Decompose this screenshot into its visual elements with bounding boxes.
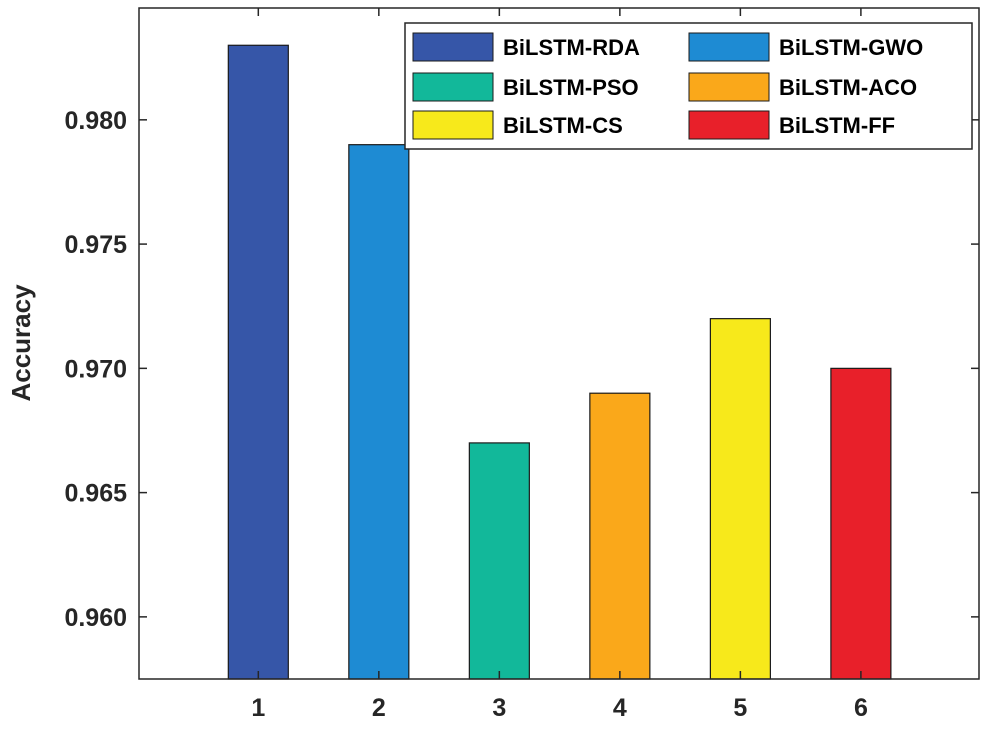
x-axis: 1 2 3 4 5 6 — [251, 8, 868, 722]
x-tick-label: 6 — [854, 694, 868, 722]
x-tick-label: 4 — [613, 694, 627, 722]
legend-label-bilstm-ff: BiLSTM-FF — [779, 113, 895, 138]
y-axis: 0.960 0.965 0.970 0.975 0.980 — [64, 107, 979, 632]
x-tick-label: 2 — [372, 694, 386, 722]
legend-swatch-bilstm-ff — [688, 110, 770, 140]
y-tick-label: 0.965 — [64, 480, 127, 508]
x-tick-label: 5 — [733, 694, 747, 722]
legend-label-bilstm-pso: BiLSTM-PSO — [503, 75, 639, 100]
y-tick-label: 0.980 — [64, 107, 127, 135]
legend-label-bilstm-cs: BiLSTM-CS — [503, 113, 623, 138]
axes-box — [138, 7, 980, 680]
legend-label-bilstm-rda: BiLSTM-RDA — [503, 35, 640, 60]
legend-label-bilstm-gwo: BiLSTM-GWO — [779, 35, 923, 60]
bar-bilstm-pso — [468, 442, 530, 680]
bar-bilstm-aco — [589, 392, 651, 680]
bar-bilstm-cs — [709, 318, 771, 680]
bar-bilstm-gwo — [348, 144, 410, 680]
bar-bilstm-ff — [830, 367, 892, 680]
y-tick-label: 0.970 — [64, 355, 127, 383]
legend-swatch-bilstm-cs — [412, 110, 494, 140]
bars — [227, 44, 892, 680]
bar-bilstm-rda — [227, 44, 289, 680]
legend: BiLSTM-RDA BiLSTM-GWO BiLSTM-PSO BiLSTM-ACO… — [404, 22, 973, 150]
legend-swatch-bilstm-gwo — [688, 32, 770, 62]
y-tick-label: 0.960 — [64, 604, 127, 632]
y-tick-label: 0.975 — [64, 231, 127, 259]
legend-swatch-bilstm-pso — [412, 72, 494, 102]
x-tick-label: 3 — [492, 694, 506, 722]
y-axis-title: Accuracy — [6, 284, 36, 402]
legend-swatch-bilstm-rda — [412, 32, 494, 62]
legend-swatch-bilstm-aco — [688, 72, 770, 102]
legend-label-bilstm-aco: BiLSTM-ACO — [779, 75, 917, 100]
x-tick-label: 1 — [251, 694, 265, 722]
